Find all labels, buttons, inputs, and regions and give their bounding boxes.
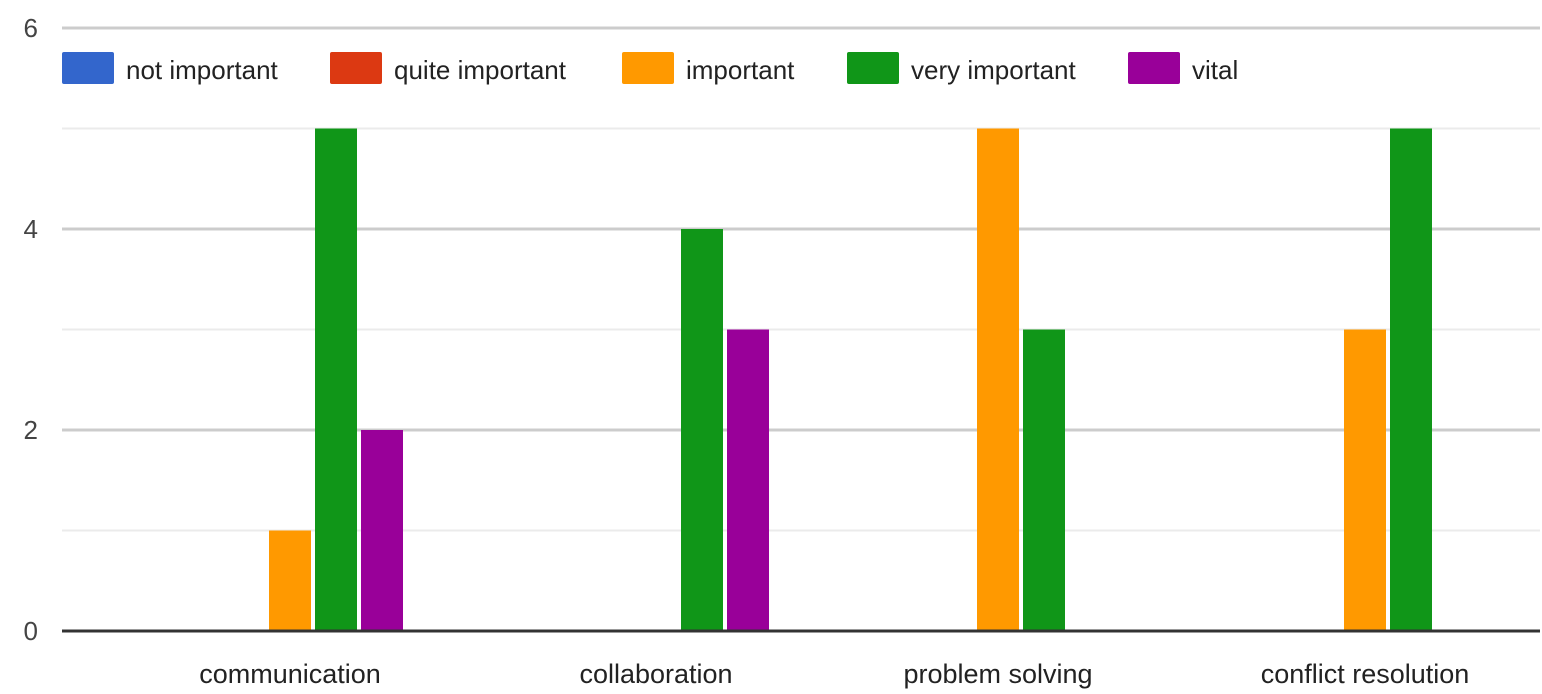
- x-category-label: conflict resolution: [1261, 659, 1470, 689]
- y-tick-label: 2: [24, 415, 38, 445]
- y-axis-ticks: 0 2 4 6: [24, 13, 38, 646]
- y-tick-label: 6: [24, 13, 38, 43]
- legend-label: quite important: [394, 55, 567, 85]
- x-axis-category-labels: communication collaboration problem solvin…: [199, 659, 1469, 689]
- bar-very-important-collaboration: [681, 229, 723, 631]
- legend-swatch: [622, 52, 674, 84]
- legend-item: very important: [847, 52, 1076, 85]
- legend-label: very important: [911, 55, 1076, 85]
- legend-swatch: [62, 52, 114, 84]
- legend-item: important: [622, 52, 795, 85]
- legend: not important quite important important ver…: [62, 52, 1238, 85]
- legend-label: vital: [1192, 55, 1238, 85]
- legend-swatch: [1128, 52, 1180, 84]
- legend-label: not important: [126, 55, 279, 85]
- y-tick-label: 0: [24, 616, 38, 646]
- legend-item: vital: [1128, 52, 1238, 85]
- y-tick-label: 4: [24, 214, 38, 244]
- x-category-label: problem solving: [903, 659, 1092, 689]
- bar-vital-collaboration: [727, 329, 769, 631]
- bar-important-conflict-resolution: [1344, 329, 1386, 631]
- x-category-label: communication: [199, 659, 381, 689]
- bar-vital-communication: [361, 430, 403, 631]
- gridlines: [62, 26, 1540, 532]
- bar-important-problem-solving: [977, 128, 1019, 631]
- bar-important-communication: [269, 530, 311, 631]
- legend-swatch: [330, 52, 382, 84]
- bars: [269, 128, 1432, 631]
- legend-label: important: [686, 55, 795, 85]
- bar-very-important-communication: [315, 128, 357, 631]
- legend-swatch: [847, 52, 899, 84]
- bar-very-important-problem-solving: [1023, 329, 1065, 631]
- legend-item: quite important: [330, 52, 567, 85]
- bar-very-important-conflict-resolution: [1390, 128, 1432, 631]
- legend-item: not important: [62, 52, 279, 85]
- x-category-label: collaboration: [579, 659, 732, 689]
